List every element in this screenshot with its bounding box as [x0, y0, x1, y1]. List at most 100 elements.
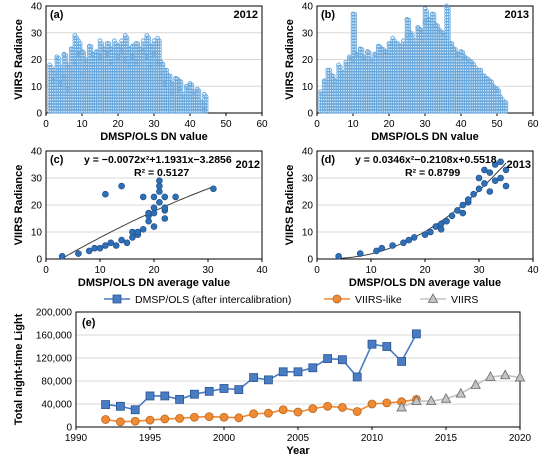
data-point — [79, 50, 85, 55]
y-tick-label: 40,000 — [41, 400, 72, 411]
data-point — [335, 252, 342, 260]
data-point — [161, 215, 169, 222]
y-tick-label: 20 — [302, 55, 314, 66]
data-point — [411, 395, 422, 406]
data-point — [293, 367, 303, 377]
data-point — [437, 29, 442, 35]
data-point — [514, 371, 526, 382]
data-point — [101, 415, 110, 424]
data-point — [365, 50, 370, 55]
x-tick-label: 0 — [314, 119, 320, 130]
data-point — [449, 41, 455, 47]
data-point — [501, 100, 507, 105]
data-point — [338, 64, 343, 70]
data-point — [99, 41, 105, 47]
data-point — [166, 73, 171, 79]
data-point — [118, 236, 125, 244]
data-point — [481, 180, 488, 187]
series-line — [105, 398, 417, 423]
data-point — [129, 228, 136, 236]
data-point — [502, 166, 510, 174]
data-point — [444, 6, 449, 11]
data-point — [123, 239, 131, 247]
y-tick-label: 30 — [31, 28, 43, 39]
data-point — [432, 223, 440, 230]
data-point — [204, 386, 214, 396]
legend-marker — [332, 294, 342, 304]
data-point — [160, 414, 170, 424]
data-point — [393, 41, 399, 47]
panel-b-chart: 0 10 20 30 40 0 10 20 30 40 50 60 DMSP/OLS DN value V… — [284, 2, 539, 144]
data-point — [497, 158, 504, 166]
plot-frame — [75, 311, 521, 428]
data-point — [491, 85, 496, 91]
legend: DMSP/OLS (after intercalibration) VIIRS-l… — [104, 293, 478, 306]
x-axis-label: DMSP/OLS DN average value — [78, 277, 230, 289]
year-label: 2013 — [507, 159, 531, 171]
data-point — [373, 247, 380, 255]
data-point — [203, 94, 209, 100]
data-point — [410, 234, 418, 241]
data-point — [156, 199, 163, 206]
data-point — [323, 401, 333, 411]
data-point — [158, 61, 164, 67]
data-point — [400, 239, 407, 247]
y-axis-label: VIIRS Radiance — [284, 19, 296, 100]
data-point — [366, 50, 372, 55]
y-tick-label: 120,000 — [36, 354, 73, 365]
data-point — [167, 73, 173, 79]
r-squared: R² = 0.5127 — [134, 167, 189, 179]
y-tick-label: 40 — [31, 2, 43, 13]
panel-a-chart: 0 10 20 30 40 0 10 20 30 40 50 60 DMSP/OLS DN value V… — [13, 2, 268, 144]
data-point — [150, 193, 158, 201]
data-point — [130, 416, 140, 426]
data-point — [378, 244, 386, 252]
y-tick-label: 30 — [302, 174, 314, 185]
y-tick-label: 0 — [307, 255, 313, 266]
data-point — [162, 67, 168, 73]
panel-label: (e) — [82, 317, 96, 329]
data-point — [491, 177, 499, 184]
plot-frame — [316, 150, 534, 260]
data-point — [308, 404, 318, 414]
data-point — [85, 247, 93, 255]
x-tick-label: 0 — [314, 265, 320, 276]
y-tick-label: 20 — [302, 201, 314, 212]
series-line — [105, 333, 418, 411]
data-point — [86, 44, 92, 50]
data-point — [116, 401, 125, 411]
x-tick-label: 2000 — [213, 433, 236, 444]
x-tick-label: 2015 — [435, 433, 458, 444]
y-tick-label: 0 — [36, 109, 42, 120]
data-point — [433, 23, 439, 29]
data-point — [91, 244, 98, 252]
data-point — [150, 204, 158, 211]
data-point — [503, 100, 509, 105]
data-point — [431, 11, 437, 17]
data-point — [330, 73, 336, 79]
data-point — [411, 329, 421, 339]
y-tick-label: 40 — [302, 147, 314, 158]
data-point — [497, 174, 504, 182]
x-tick-label: 30 — [148, 119, 160, 130]
data-point — [112, 242, 120, 249]
data-point — [101, 400, 110, 409]
data-point — [460, 50, 466, 55]
data-point — [440, 392, 452, 403]
data-point — [415, 26, 421, 32]
data-point — [359, 47, 365, 52]
x-tick-label: 40 — [184, 119, 196, 130]
data-point — [96, 244, 104, 252]
data-point — [471, 61, 476, 67]
data-point — [139, 226, 147, 233]
data-point — [107, 239, 115, 247]
data-point — [481, 166, 488, 174]
data-point — [194, 88, 200, 94]
data-point — [367, 399, 377, 409]
data-point — [337, 403, 347, 412]
x-tick-label: 10 — [94, 265, 106, 276]
panel-d-chart: 0 10 20 30 40 0 10 20 30 40 DMSP/OLS DN average va… — [284, 147, 539, 290]
data-point — [352, 11, 358, 17]
x-tick-label: 10 — [76, 119, 88, 130]
data-point — [462, 56, 467, 61]
